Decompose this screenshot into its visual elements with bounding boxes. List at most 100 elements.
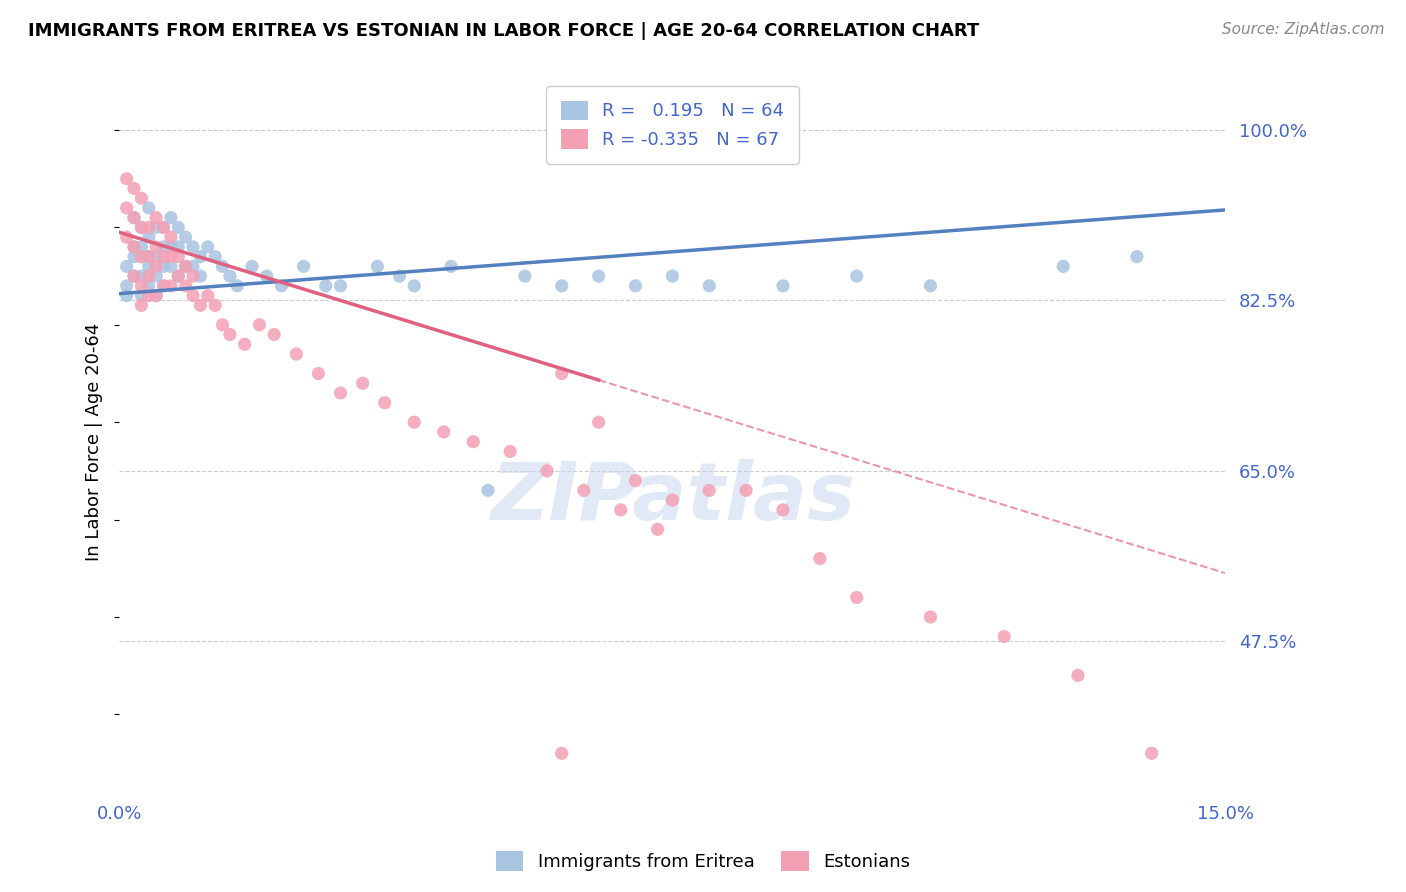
Point xyxy=(219,327,242,342)
Point xyxy=(122,269,145,284)
Point xyxy=(292,260,315,274)
Point xyxy=(152,278,174,293)
Point xyxy=(138,230,160,244)
Point xyxy=(167,240,190,254)
Point xyxy=(122,211,145,225)
Point xyxy=(131,250,153,264)
Point xyxy=(463,434,485,449)
Point xyxy=(131,298,153,312)
Point xyxy=(477,483,499,498)
Point xyxy=(204,298,226,312)
Point xyxy=(256,269,278,284)
Point xyxy=(181,240,204,254)
Point xyxy=(152,220,174,235)
Point xyxy=(174,278,197,293)
Point xyxy=(115,201,138,215)
Point xyxy=(1140,747,1163,761)
Point xyxy=(138,278,160,293)
Point xyxy=(513,269,536,284)
Point xyxy=(115,260,138,274)
Point xyxy=(211,318,233,332)
Point xyxy=(160,211,183,225)
Point xyxy=(138,269,160,284)
Point xyxy=(536,464,558,478)
Point xyxy=(624,474,647,488)
Point xyxy=(167,269,190,284)
Point xyxy=(174,260,197,274)
Point xyxy=(404,278,426,293)
Point xyxy=(204,250,226,264)
Text: Source: ZipAtlas.com: Source: ZipAtlas.com xyxy=(1222,22,1385,37)
Point xyxy=(307,367,329,381)
Point xyxy=(572,483,595,498)
Point xyxy=(138,288,160,302)
Point xyxy=(145,269,167,284)
Point xyxy=(315,278,337,293)
Point xyxy=(160,250,183,264)
Point xyxy=(433,425,456,439)
Point xyxy=(160,278,183,293)
Point xyxy=(661,269,683,284)
Point xyxy=(115,278,138,293)
Point xyxy=(233,337,256,351)
Point xyxy=(247,318,270,332)
Point xyxy=(181,288,204,302)
Point xyxy=(551,367,574,381)
Point xyxy=(440,260,463,274)
Point xyxy=(190,298,212,312)
Point xyxy=(115,288,138,302)
Point xyxy=(122,211,145,225)
Point xyxy=(131,288,153,302)
Point xyxy=(160,260,183,274)
Point xyxy=(1067,668,1090,682)
Point xyxy=(190,269,212,284)
Point xyxy=(145,260,167,274)
Point xyxy=(270,278,292,293)
Legend: Immigrants from Eritrea, Estonians: Immigrants from Eritrea, Estonians xyxy=(489,844,917,879)
Point xyxy=(735,483,758,498)
Text: ZIPatlas: ZIPatlas xyxy=(489,458,855,537)
Legend: R =   0.195   N = 64, R = -0.335   N = 67: R = 0.195 N = 64, R = -0.335 N = 67 xyxy=(546,86,799,164)
Point xyxy=(131,220,153,235)
Point xyxy=(240,260,263,274)
Point xyxy=(174,260,197,274)
Point xyxy=(181,260,204,274)
Point xyxy=(167,250,190,264)
Point xyxy=(131,240,153,254)
Point xyxy=(920,610,942,624)
Point xyxy=(145,240,167,254)
Point xyxy=(115,171,138,186)
Point xyxy=(122,269,145,284)
Point xyxy=(219,269,242,284)
Point xyxy=(122,181,145,195)
Point xyxy=(138,250,160,264)
Point xyxy=(131,220,153,235)
Point xyxy=(624,278,647,293)
Point xyxy=(167,220,190,235)
Point xyxy=(145,250,167,264)
Point xyxy=(845,269,868,284)
Point xyxy=(499,444,522,458)
Point xyxy=(661,493,683,508)
Point xyxy=(352,376,374,391)
Point xyxy=(145,288,167,302)
Y-axis label: In Labor Force | Age 20-64: In Labor Force | Age 20-64 xyxy=(86,323,103,561)
Point xyxy=(152,240,174,254)
Point xyxy=(138,260,160,274)
Point xyxy=(197,240,219,254)
Point xyxy=(122,240,145,254)
Point xyxy=(1126,250,1149,264)
Point xyxy=(285,347,308,361)
Point xyxy=(145,211,167,225)
Point xyxy=(920,278,942,293)
Point xyxy=(115,230,138,244)
Point xyxy=(551,278,574,293)
Point xyxy=(845,591,868,605)
Point xyxy=(588,415,610,429)
Point xyxy=(808,551,831,566)
Point xyxy=(329,386,352,401)
Point xyxy=(131,269,153,284)
Point xyxy=(131,191,153,205)
Point xyxy=(145,220,167,235)
Point xyxy=(388,269,411,284)
